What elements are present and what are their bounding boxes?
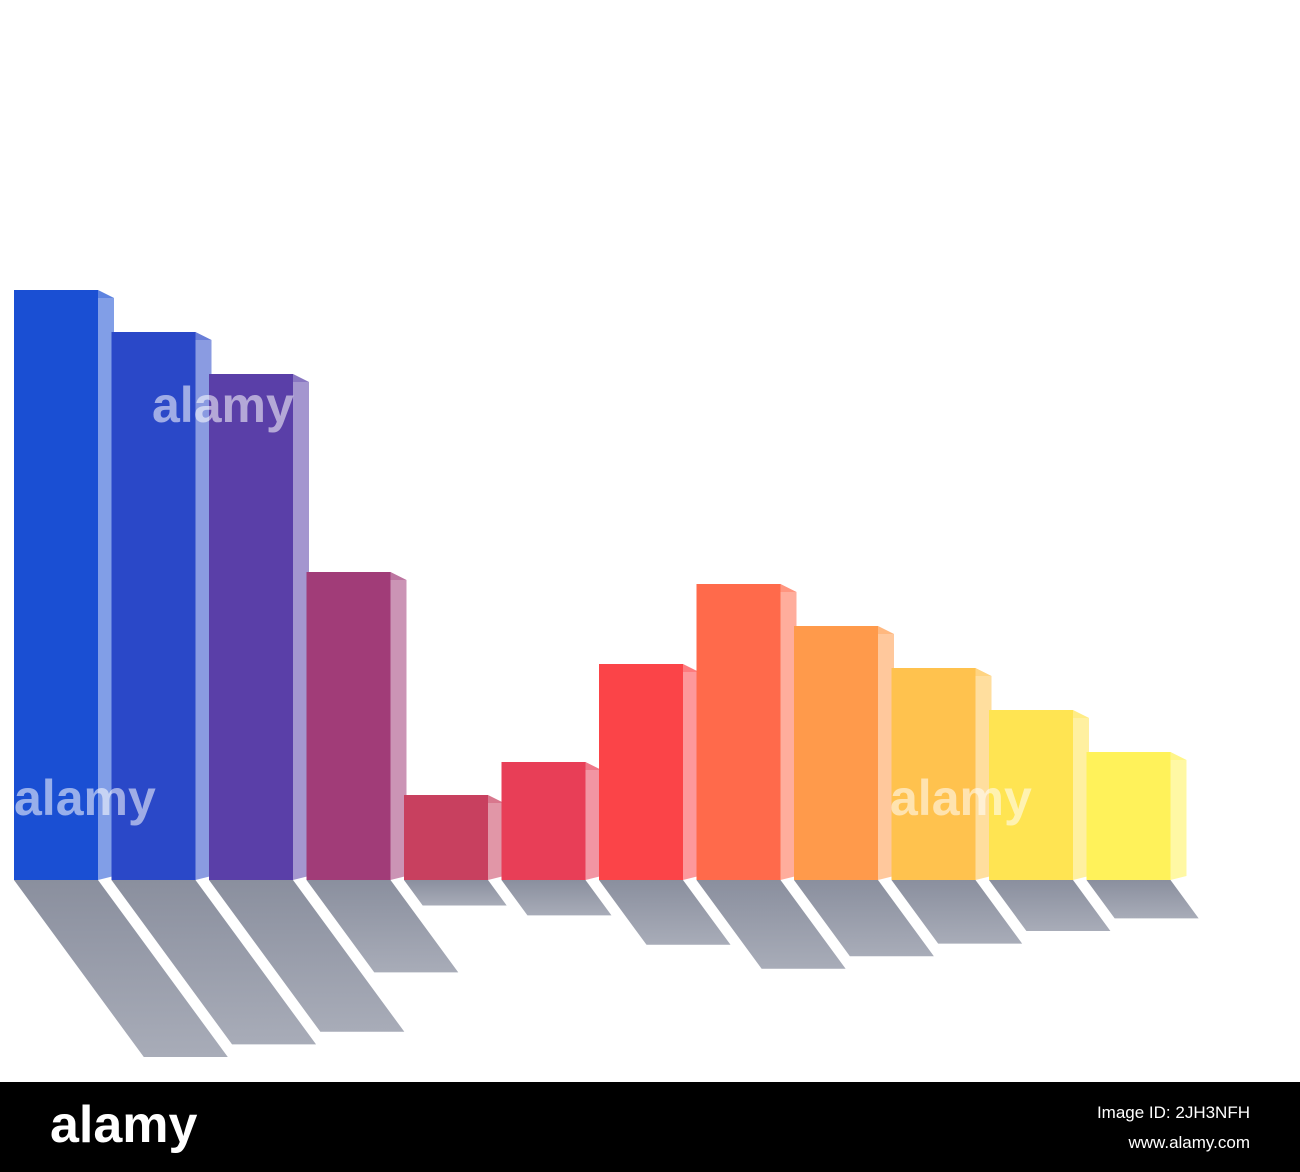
banner-id: Image ID: 2JH3NFH	[1097, 1103, 1250, 1122]
bar-side	[585, 762, 602, 880]
bar	[501, 762, 586, 880]
bar-side	[195, 332, 212, 880]
watermarks: alamy alamy alamy	[14, 377, 1032, 826]
bar-shadow	[891, 880, 1023, 944]
bar-shadow	[1086, 880, 1199, 919]
bar-shadow	[404, 880, 507, 906]
bar-shadow	[794, 880, 934, 957]
bar-shadow	[111, 880, 317, 1045]
bar-shadow	[209, 880, 405, 1032]
watermark: alamy	[14, 770, 156, 826]
bar-side	[488, 795, 504, 880]
bar	[989, 710, 1073, 880]
bar	[696, 584, 781, 880]
bar-side	[878, 626, 894, 880]
bars	[14, 290, 1187, 880]
bar-shadow	[696, 880, 846, 969]
bar-side	[1170, 752, 1187, 880]
bar	[209, 374, 293, 880]
bar-side	[390, 572, 407, 880]
bar-side	[780, 584, 797, 880]
bar-shadow	[14, 880, 228, 1057]
bar	[14, 290, 98, 880]
bar	[306, 572, 391, 880]
banner	[0, 1082, 1300, 1172]
bar	[404, 795, 488, 880]
bar-side	[683, 664, 699, 880]
shadows	[14, 880, 1199, 1057]
bar	[1086, 752, 1171, 880]
bar-shadow	[501, 880, 612, 916]
banner-logo: alamy	[50, 1096, 198, 1154]
bar	[794, 626, 878, 880]
bar-side	[293, 374, 309, 880]
watermark: alamy	[152, 377, 294, 433]
bar-shadow	[599, 880, 731, 945]
bar-side	[975, 668, 992, 880]
bar-shadow	[989, 880, 1111, 931]
bar	[599, 664, 683, 880]
bar-side	[98, 290, 114, 880]
bar-shadow	[306, 880, 459, 973]
bar-side	[1073, 710, 1089, 880]
banner-url: www.alamy.com	[1127, 1133, 1250, 1152]
bar	[111, 332, 196, 880]
watermark: alamy	[890, 770, 1032, 826]
bar	[891, 668, 976, 880]
